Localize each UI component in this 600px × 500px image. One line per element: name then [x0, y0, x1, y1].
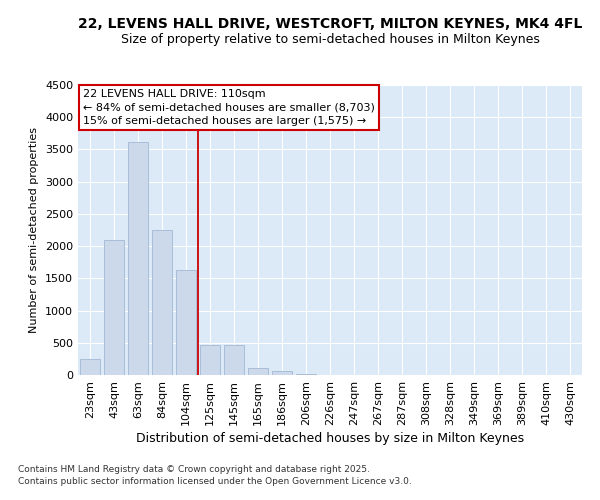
Bar	[200, 346, 220, 375]
X-axis label: Distribution of semi-detached houses by size in Milton Keynes: Distribution of semi-detached houses by …	[136, 432, 524, 445]
Bar	[296, 374, 316, 375]
Text: Contains HM Land Registry data © Crown copyright and database right 2025.: Contains HM Land Registry data © Crown c…	[18, 466, 370, 474]
Text: 22 LEVENS HALL DRIVE: 110sqm
← 84% of semi-detached houses are smaller (8,703)
1: 22 LEVENS HALL DRIVE: 110sqm ← 84% of se…	[83, 90, 375, 126]
Bar	[152, 230, 172, 375]
Bar	[176, 270, 196, 375]
Bar	[224, 346, 244, 375]
Bar	[248, 368, 268, 375]
Text: Size of property relative to semi-detached houses in Milton Keynes: Size of property relative to semi-detach…	[121, 32, 539, 46]
Text: 22, LEVENS HALL DRIVE, WESTCROFT, MILTON KEYNES, MK4 4FL: 22, LEVENS HALL DRIVE, WESTCROFT, MILTON…	[78, 18, 582, 32]
Text: Contains public sector information licensed under the Open Government Licence v3: Contains public sector information licen…	[18, 476, 412, 486]
Bar	[128, 142, 148, 375]
Bar	[104, 240, 124, 375]
Bar	[272, 372, 292, 375]
Y-axis label: Number of semi-detached properties: Number of semi-detached properties	[29, 127, 40, 333]
Bar	[80, 359, 100, 375]
